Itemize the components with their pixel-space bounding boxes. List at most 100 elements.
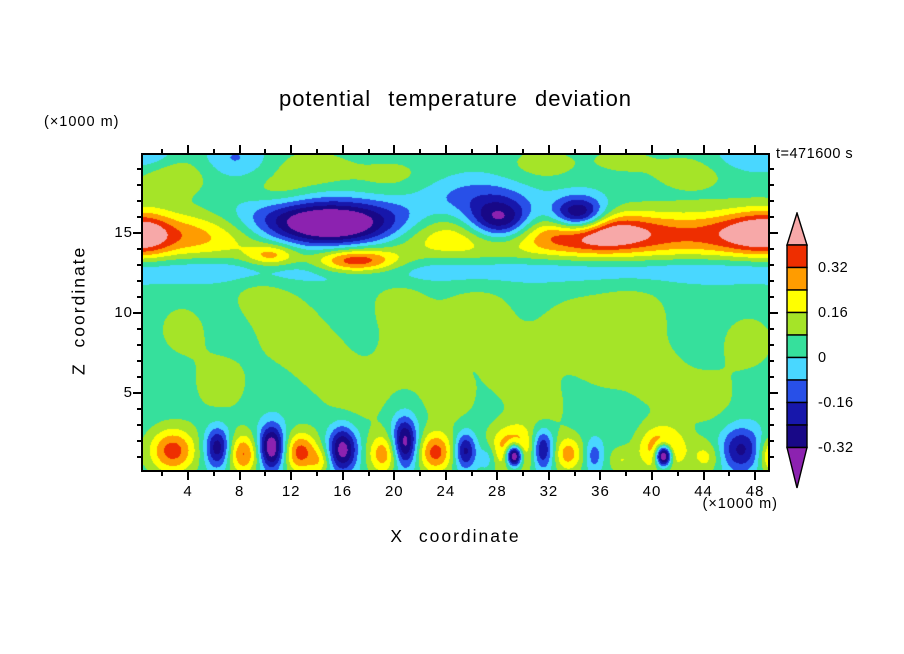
x-minor-tick bbox=[522, 472, 525, 476]
y-axis-title: Z coordinate bbox=[68, 245, 89, 376]
x-minor-tick bbox=[625, 149, 628, 153]
colorbar-up-arrow bbox=[786, 212, 808, 246]
x-minor-tick bbox=[470, 149, 473, 153]
x-tick-label: 40 bbox=[642, 483, 662, 500]
x-minor-tick bbox=[728, 149, 731, 153]
z-minor-tick bbox=[137, 440, 141, 443]
z-minor-tick bbox=[137, 424, 141, 427]
plot-frame bbox=[141, 153, 770, 472]
x-tick-label: 20 bbox=[384, 483, 404, 500]
z-minor-tick bbox=[137, 328, 141, 331]
x-major-tick bbox=[651, 472, 654, 480]
colorbar-tick-label: 0.16 bbox=[818, 304, 849, 321]
z-minor-tick bbox=[770, 344, 774, 347]
x-minor-tick bbox=[419, 149, 422, 153]
z-minor-tick bbox=[770, 424, 774, 427]
colorbar-segment bbox=[786, 266, 808, 291]
z-minor-tick bbox=[770, 200, 774, 203]
z-minor-tick bbox=[770, 216, 774, 219]
x-major-tick bbox=[754, 472, 757, 480]
colorbar-segment bbox=[786, 379, 808, 404]
z-minor-tick bbox=[137, 456, 141, 459]
x-tick-label: 8 bbox=[234, 483, 245, 500]
z-minor-tick bbox=[137, 200, 141, 203]
z-major-tick bbox=[770, 392, 778, 395]
x-major-tick bbox=[238, 472, 241, 480]
x-tick-label: 32 bbox=[539, 483, 559, 500]
x-major-tick bbox=[547, 472, 550, 480]
colorbar-tick-label: 0 bbox=[818, 349, 827, 366]
z-tick-label: 15 bbox=[114, 224, 133, 242]
z-major-tick bbox=[133, 312, 141, 315]
x-minor-tick bbox=[522, 149, 525, 153]
z-minor-tick bbox=[137, 264, 141, 267]
x-major-tick bbox=[341, 145, 344, 153]
colorbar-tick-label: -0.16 bbox=[818, 394, 854, 411]
colorbar-segment bbox=[786, 289, 808, 314]
x-tick-label: 24 bbox=[436, 483, 456, 500]
z-minor-tick bbox=[770, 408, 774, 411]
x-major-tick bbox=[496, 472, 499, 480]
z-major-tick bbox=[770, 312, 778, 315]
z-minor-tick bbox=[770, 264, 774, 267]
colorbar-segment bbox=[786, 401, 808, 426]
colorbar-tick-label: 0.32 bbox=[818, 259, 849, 276]
x-major-tick bbox=[290, 472, 293, 480]
colorbar-segment bbox=[786, 424, 808, 449]
x-minor-tick bbox=[367, 149, 370, 153]
x-major-tick bbox=[547, 145, 550, 153]
x-tick-label: 4 bbox=[183, 483, 193, 500]
z-minor-tick bbox=[770, 440, 774, 443]
x-axis-title: X coordinate bbox=[390, 526, 521, 546]
timestamp-label: t=471600 s bbox=[776, 146, 854, 162]
x-minor-tick bbox=[676, 472, 679, 476]
x-minor-tick bbox=[728, 472, 731, 476]
x-minor-tick bbox=[264, 472, 267, 476]
x-tick-label: 44 bbox=[694, 483, 713, 500]
x-minor-tick bbox=[419, 472, 422, 476]
z-minor-tick bbox=[137, 360, 141, 363]
x-major-tick bbox=[651, 145, 654, 153]
x-minor-tick bbox=[161, 472, 164, 476]
contour-field-canvas bbox=[143, 155, 768, 470]
z-minor-tick bbox=[770, 248, 774, 251]
x-major-tick bbox=[599, 472, 602, 480]
z-minor-tick bbox=[137, 168, 141, 171]
x-minor-tick bbox=[315, 149, 318, 153]
z-minor-tick bbox=[137, 184, 141, 187]
colorbar-down-arrow bbox=[786, 446, 808, 489]
x-major-tick bbox=[496, 145, 499, 153]
y-axis-unit-label: (×1000 m) bbox=[44, 114, 120, 130]
x-major-tick bbox=[444, 145, 447, 153]
colorbar-segment bbox=[786, 356, 808, 381]
z-minor-tick bbox=[137, 280, 141, 283]
x-tick-label: 16 bbox=[333, 483, 353, 500]
z-minor-tick bbox=[770, 360, 774, 363]
colorbar-segment bbox=[786, 244, 808, 269]
x-minor-tick bbox=[367, 472, 370, 476]
z-minor-tick bbox=[770, 376, 774, 379]
z-major-tick bbox=[770, 232, 778, 235]
x-major-tick bbox=[702, 472, 705, 480]
x-major-tick bbox=[393, 145, 396, 153]
z-tick-label: 10 bbox=[114, 304, 133, 322]
z-minor-tick bbox=[770, 296, 774, 299]
z-minor-tick bbox=[137, 344, 141, 347]
colorbar-tick-label: -0.32 bbox=[818, 439, 854, 456]
x-minor-tick bbox=[264, 149, 267, 153]
colorbar-segment bbox=[786, 334, 808, 359]
x-minor-tick bbox=[573, 472, 576, 476]
colorbar bbox=[786, 212, 808, 489]
x-minor-tick bbox=[470, 472, 473, 476]
z-minor-tick bbox=[137, 408, 141, 411]
z-minor-tick bbox=[137, 296, 141, 299]
z-minor-tick bbox=[137, 216, 141, 219]
z-minor-tick bbox=[770, 328, 774, 331]
x-major-tick bbox=[187, 145, 190, 153]
x-tick-label: 36 bbox=[591, 483, 610, 500]
z-minor-tick bbox=[770, 168, 774, 171]
z-minor-tick bbox=[770, 280, 774, 283]
z-tick-label: 5 bbox=[123, 384, 133, 402]
x-minor-tick bbox=[315, 472, 318, 476]
